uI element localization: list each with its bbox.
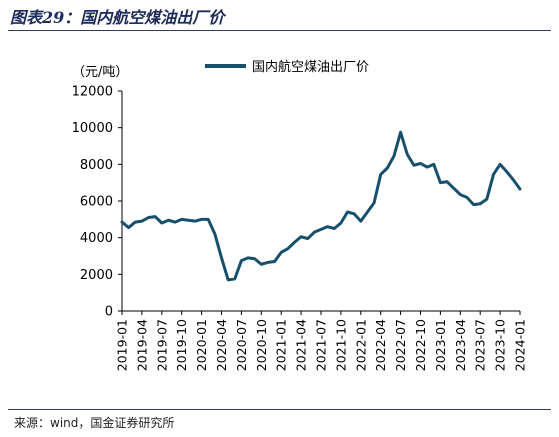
y-tick-label: 4000 [80, 231, 113, 246]
y-tick-label: 8000 [80, 158, 113, 173]
y-tick-label: 10000 [72, 121, 113, 136]
x-tick-label: 2020-07 [234, 319, 249, 371]
x-tick-label: 2022-04 [373, 319, 388, 371]
y-tick-label: 12000 [72, 85, 113, 100]
x-tick-label: 2022-07 [393, 319, 408, 371]
y-tick-label: 0 [105, 305, 113, 320]
x-tick-label: 2021-10 [333, 319, 348, 371]
x-tick-label: 2022-01 [353, 319, 368, 371]
y-axis-title: （元/吨） [72, 65, 128, 80]
x-tick-label: 2020-04 [214, 319, 229, 371]
x-tick-label: 2020-01 [194, 319, 209, 371]
x-tick-label: 2021-07 [314, 319, 329, 371]
x-tick-label: 2021-01 [274, 319, 289, 371]
x-tick-label: 2023-04 [453, 319, 468, 371]
x-tick-label: 2019-04 [134, 319, 149, 371]
x-tick-label: 2023-07 [473, 319, 488, 371]
y-axis-title-group: （元/吨） [72, 65, 128, 80]
x-tick-label: 2023-01 [433, 319, 448, 371]
figure-title: 图表29：国内航空煤油出厂价 [10, 8, 225, 27]
legend: 国内航空煤油出厂价 [205, 59, 369, 75]
x-tick-label: 2019-01 [115, 319, 130, 371]
source-rule [8, 409, 551, 410]
y-tick-label: 2000 [80, 268, 113, 283]
legend-label: 国内航空煤油出厂价 [252, 59, 369, 75]
title-rule [8, 30, 551, 31]
x-tick-label: 2019-10 [174, 319, 189, 371]
x-tick-label: 2021-04 [294, 319, 309, 371]
axes: 0 2000 4000 6000 8000 10000 12000 2019-01 2019-0… [72, 85, 528, 372]
series-line [120, 130, 522, 282]
x-tick-label: 2020-10 [254, 319, 269, 371]
x-tick-label: 2019-07 [154, 319, 169, 371]
series-layer [120, 130, 522, 282]
x-tick-label: 2023-10 [493, 319, 508, 371]
y-tick-label: 6000 [80, 195, 113, 210]
x-tick-label: 2022-10 [413, 319, 428, 371]
source-note: 来源：wind，国金证券研究所 [14, 416, 175, 430]
x-tick-label: 2024-01 [513, 319, 528, 371]
